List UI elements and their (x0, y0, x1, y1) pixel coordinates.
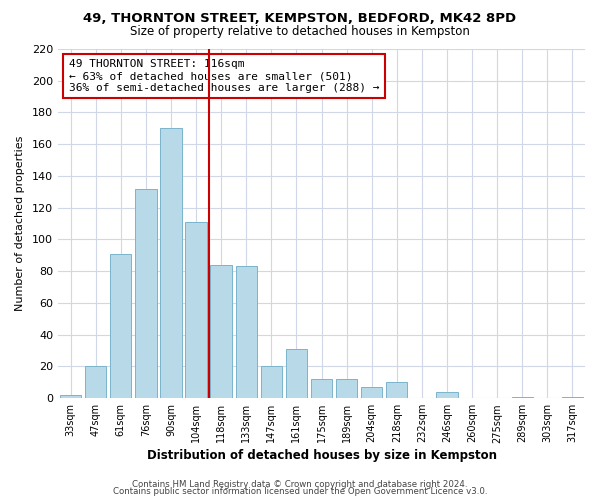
Bar (160, 128, 182, 398)
Text: Contains public sector information licensed under the Open Government Licence v3: Contains public sector information licen… (113, 487, 487, 496)
Text: 49, THORNTON STREET, KEMPSTON, BEDFORD, MK42 8PD: 49, THORNTON STREET, KEMPSTON, BEDFORD, … (83, 12, 517, 26)
Bar (336, 379, 357, 398)
Bar (311, 379, 332, 398)
Bar (211, 265, 232, 398)
X-axis label: Distribution of detached houses by size in Kempston: Distribution of detached houses by size … (146, 450, 497, 462)
Text: 49 THORNTON STREET: 116sqm
← 63% of detached houses are smaller (501)
36% of sem: 49 THORNTON STREET: 116sqm ← 63% of deta… (68, 60, 379, 92)
Bar (60, 395, 81, 398)
Bar (512, 396, 533, 398)
Bar (185, 222, 207, 398)
Text: Contains HM Land Registry data © Crown copyright and database right 2024.: Contains HM Land Registry data © Crown c… (132, 480, 468, 489)
Text: Size of property relative to detached houses in Kempston: Size of property relative to detached ho… (130, 25, 470, 38)
Bar (260, 366, 282, 398)
Bar (110, 254, 131, 398)
Y-axis label: Number of detached properties: Number of detached properties (15, 136, 25, 312)
Bar (361, 387, 382, 398)
Bar (286, 349, 307, 398)
Bar (85, 366, 106, 398)
Bar (562, 396, 583, 398)
Bar (386, 382, 407, 398)
Bar (135, 188, 157, 398)
Bar (436, 392, 458, 398)
Bar (236, 266, 257, 398)
